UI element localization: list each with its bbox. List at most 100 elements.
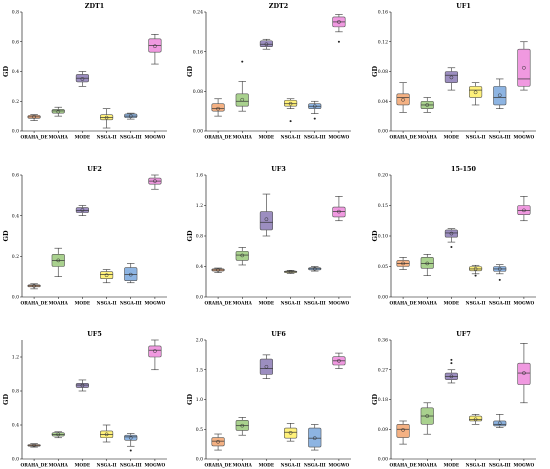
y-tick-label: 0.8 bbox=[12, 10, 19, 16]
box-nsga-iii bbox=[124, 434, 138, 441]
mean-marker bbox=[32, 115, 36, 119]
y-axis-label: GD bbox=[371, 394, 379, 405]
mean-marker bbox=[56, 258, 61, 263]
x-tick-label: NSGA-II bbox=[466, 136, 486, 141]
outlier-point bbox=[241, 60, 244, 63]
box-nsga-ii bbox=[468, 86, 483, 98]
y-tick-label: 0.10 bbox=[378, 234, 388, 240]
mean-marker bbox=[153, 349, 157, 353]
outlier-point bbox=[313, 117, 316, 120]
x-tick-label: NSGA-II bbox=[97, 464, 117, 469]
mean-marker bbox=[128, 435, 133, 440]
y-tick-label: 0.08 bbox=[378, 69, 388, 75]
box-mode bbox=[259, 40, 273, 48]
mean-marker bbox=[473, 90, 478, 95]
x-tick-label: MODE bbox=[444, 464, 460, 469]
panel-title: UF7 bbox=[456, 330, 471, 338]
box-nsga-ii bbox=[283, 427, 298, 439]
x-tick-label: MOAHA bbox=[233, 464, 253, 469]
mean-marker bbox=[104, 273, 109, 278]
panel-zdt2: ZDT2 GD 0.00 0.08 0.16 0.24 ORAHA_DE MOAHA MODE N… bbox=[186, 2, 351, 141]
x-tick-label: MOGWO bbox=[145, 302, 166, 307]
x-tick-label: NSGA-II bbox=[97, 136, 117, 141]
x-tick-label: NSGA-III bbox=[489, 302, 511, 307]
y-tick-label: 0.00 bbox=[193, 129, 203, 135]
y-tick-label: 0.00 bbox=[378, 295, 388, 301]
y-tick-label: 0.18 bbox=[378, 397, 388, 403]
mean-marker bbox=[449, 75, 454, 80]
x-tick-label: ORAHA_DE bbox=[20, 136, 48, 141]
x-tick-label: MODE bbox=[444, 136, 460, 141]
box-oraha_de bbox=[211, 103, 225, 112]
x-tick-label: MOAHA bbox=[49, 136, 69, 141]
y-tick-label: 0.36 bbox=[378, 338, 388, 344]
mean-marker bbox=[80, 77, 85, 81]
panel-title: UF3 bbox=[271, 165, 286, 173]
y-tick-label: 0.0 bbox=[196, 295, 203, 301]
box-nsga-ii bbox=[100, 114, 114, 121]
panel-uf6: UF6 GD 0.0 0.5 1.0 1.5 2.0 ORAHA_DE MOAHA MODE NSG… bbox=[186, 330, 351, 469]
mean-marker bbox=[216, 106, 220, 111]
mean-marker bbox=[449, 374, 454, 379]
panel-15-150: 15-150 GD 0.00 0.05 0.10 0.15 0.20 ORAHA_DE MOAH… bbox=[371, 165, 536, 307]
x-tick-label: ORAHA_DE bbox=[20, 302, 48, 307]
mean-marker bbox=[80, 383, 85, 388]
panel-uf5: UF5 GD 0.0 0.4 0.8 1.2 ORAHA_DE MOAHA MODE NSGA-I… bbox=[2, 330, 167, 469]
box-moaha bbox=[235, 93, 249, 107]
x-tick-label: MOGWO bbox=[514, 136, 535, 141]
y-tick-label: 0.0 bbox=[12, 129, 19, 135]
outlier-point bbox=[450, 245, 453, 248]
box-moaha bbox=[235, 250, 249, 261]
x-tick-label: MODE bbox=[75, 464, 91, 469]
y-axis-label: GD bbox=[2, 230, 10, 241]
panel-title: 15-150 bbox=[451, 165, 476, 173]
mean-marker bbox=[264, 364, 269, 369]
mean-marker bbox=[80, 208, 85, 212]
box-mode bbox=[444, 71, 458, 83]
y-tick-label: 0.16 bbox=[378, 10, 388, 16]
x-tick-label: NSGA-III bbox=[120, 464, 142, 469]
mean-marker bbox=[240, 253, 245, 258]
mean-marker bbox=[522, 371, 526, 375]
mean-marker bbox=[497, 93, 502, 98]
box-mogwo bbox=[148, 345, 162, 358]
x-tick-label: NSGA-III bbox=[489, 136, 511, 141]
x-tick-label: MOGWO bbox=[514, 302, 535, 307]
panel-uf1: UF1 GD 0.00 0.04 0.08 0.12 0.16 ORAHA_DE MOAHA MO… bbox=[371, 2, 536, 141]
outlier-point bbox=[289, 120, 292, 123]
y-tick-label: 0.20 bbox=[378, 173, 388, 179]
mean-marker bbox=[288, 430, 293, 435]
y-tick-label: 0.4 bbox=[196, 264, 203, 270]
mean-marker bbox=[216, 268, 220, 272]
mean-marker bbox=[288, 269, 293, 274]
x-tick-label: MOGWO bbox=[145, 136, 166, 141]
mean-marker bbox=[288, 101, 293, 106]
box-mode bbox=[259, 358, 273, 375]
x-tick-label: NSGA-III bbox=[120, 302, 142, 307]
panel-uf2: UF2 GD 0.0 0.2 0.4 0.6 ORAHA_DE MOAHA MODE NSGA-I… bbox=[2, 165, 167, 307]
y-axis-label: GD bbox=[2, 394, 10, 405]
mean-marker bbox=[128, 114, 133, 118]
mean-marker bbox=[240, 423, 245, 428]
y-tick-label: 0.08 bbox=[193, 89, 203, 95]
mean-marker bbox=[473, 267, 478, 271]
box-oraha_de bbox=[396, 423, 410, 438]
x-tick-label: NSGA-II bbox=[281, 464, 301, 469]
outlier-point bbox=[129, 449, 132, 452]
x-tick-label: ORAHA_DE bbox=[204, 136, 232, 141]
panel-title: UF1 bbox=[456, 2, 471, 10]
y-axis-label: GD bbox=[371, 66, 379, 77]
box-mogwo bbox=[517, 48, 531, 87]
y-tick-label: 0.09 bbox=[378, 427, 388, 433]
x-tick-label: ORAHA_DE bbox=[204, 464, 232, 469]
box-oraha_de bbox=[211, 437, 225, 447]
box-moaha bbox=[420, 257, 434, 269]
y-tick-label: 0.4 bbox=[12, 423, 19, 429]
mean-marker bbox=[401, 261, 405, 266]
y-tick-label: 0.5 bbox=[196, 427, 203, 433]
y-tick-label: 0.4 bbox=[12, 69, 19, 75]
x-tick-label: MODE bbox=[259, 464, 275, 469]
x-tick-label: ORAHA_DE bbox=[204, 302, 232, 307]
mean-marker bbox=[337, 20, 341, 24]
